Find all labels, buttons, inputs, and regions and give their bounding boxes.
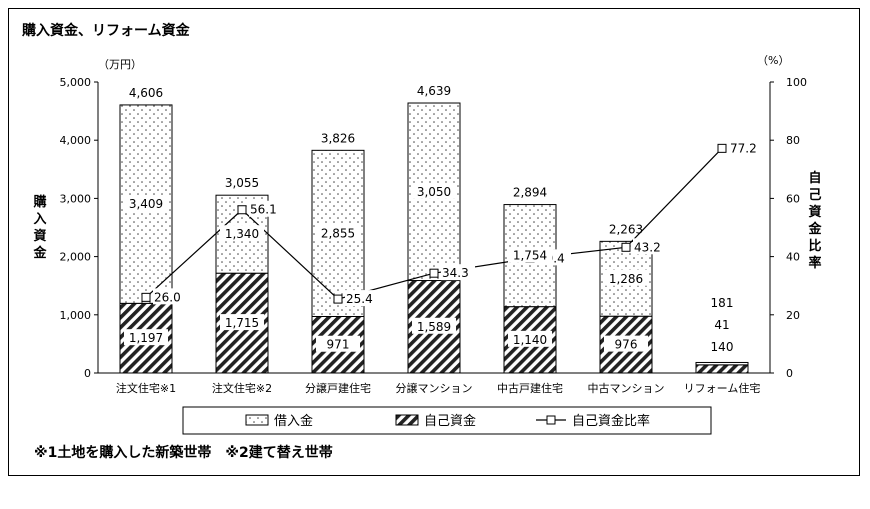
x-tick-label: 注文住宅※1: [116, 381, 176, 395]
ratio-label: 77.2: [730, 141, 757, 155]
bar-own-label-bg: [508, 330, 552, 347]
footnote: ※1土地を購入した新築世帯 ※2建て替え世帯: [34, 445, 333, 461]
x-tick-label: 分譲マンション: [396, 381, 473, 395]
bar-own-funds: [695, 364, 749, 374]
x-tick-label: 中古マンション: [588, 382, 665, 395]
y-left-tick-label: 3,000: [60, 192, 92, 205]
x-tick-label: リフォーム住宅: [684, 381, 761, 395]
ratio-label: 26.0: [154, 290, 181, 304]
bar-total-label: 4,639: [417, 84, 451, 98]
ratio-marker: [717, 143, 727, 153]
bar-loan-label-bg: [124, 195, 168, 212]
ratio-label-bg: [729, 139, 763, 156]
bar-loan-label: 1,754: [513, 249, 547, 263]
bar-loan-label-bg: [220, 225, 264, 242]
bar-total-label: 3,055: [225, 176, 259, 190]
y-left-unit: （万円）: [98, 58, 142, 71]
ratio-label-bg: [153, 288, 187, 305]
bar-own-label: 1,197: [129, 331, 163, 345]
ratio-label-bg: [249, 200, 283, 217]
bar-loan-label: 3,050: [417, 185, 451, 199]
ratio-marker: [429, 268, 439, 278]
bar-loan-label: 41: [714, 318, 729, 332]
bar-own-label: 1,715: [225, 316, 259, 330]
x-tick-label: 中古戸建住宅: [497, 381, 563, 395]
page-title: 購入資金、リフォーム資金: [22, 23, 190, 39]
y-axis-right-title: 自己資金比率: [807, 170, 822, 271]
bar-total-label: 4,606: [129, 86, 163, 100]
bar-own-label: 971: [327, 338, 350, 352]
legend-label-loan: 借入金: [274, 413, 313, 429]
bar-loan: [695, 361, 749, 366]
bar-total-label: 3,826: [321, 131, 355, 145]
y-right-unit: （%）: [757, 54, 789, 67]
y-right-tick-label: 20: [786, 309, 800, 322]
y-left-tick-label: 5,000: [60, 76, 92, 89]
legend-box: [182, 406, 712, 435]
legend-label-own: 自己資金: [424, 413, 476, 429]
y-left-tick-label: 0: [84, 367, 91, 380]
y-right-tick-label: 100: [786, 76, 807, 89]
y-right-tick-label: 80: [786, 134, 800, 147]
y-axis-left-title: 購入資金: [32, 194, 47, 261]
bar-loan-label-bg: [316, 224, 360, 241]
y-right-tick-label: 60: [786, 192, 800, 205]
ratio-marker: [621, 242, 631, 252]
bar-loan-label-bg: [412, 182, 456, 199]
ratio-marker: [333, 294, 343, 304]
y-left-tick-label: 1,000: [60, 309, 92, 322]
bar-own-label: 1,589: [417, 320, 451, 334]
bar-total-label: 181: [711, 296, 734, 310]
bar-own-label-bg: [316, 335, 360, 352]
ratio-marker: [141, 292, 151, 302]
x-tick-label: 分譲戸建住宅: [305, 381, 371, 395]
bar-loan-label-bg: [508, 246, 552, 263]
ratio-label: 25.4: [346, 292, 373, 306]
ratio-marker: [237, 205, 247, 215]
bar-own-label: 976: [615, 338, 638, 352]
y-right-tick-label: 40: [786, 251, 800, 264]
y-left-tick-label: 2,000: [60, 251, 92, 264]
bar-loan-label: 1,340: [225, 227, 259, 241]
legend-swatch-own: [395, 414, 419, 426]
bar-own-label-bg: [604, 335, 648, 352]
bar-loan-label-bg: [604, 269, 648, 286]
ratio-label-bg: [633, 238, 667, 255]
ratio-label: 43.2: [634, 240, 661, 254]
ratio-label-bg: [441, 264, 475, 281]
x-tick-label: 注文住宅※2: [212, 381, 272, 395]
legend-label-ratio: 自己資金比率: [572, 413, 650, 429]
bar-own-label: 1,140: [513, 333, 547, 347]
bar-own-label: 140: [711, 340, 734, 354]
bar-loan-label: 1,286: [609, 272, 643, 286]
bar-own-label-bg: [220, 314, 264, 331]
legend-marker-ratio: [546, 415, 556, 425]
bar-total-label: 2,894: [513, 186, 547, 200]
ratio-label-bg: [345, 290, 379, 307]
ratio-label: 34.3: [442, 266, 469, 280]
bar-total-label: 2,263: [609, 222, 643, 236]
bar-loan-label: 3,409: [129, 197, 163, 211]
bar-loan-label: 2,855: [321, 226, 355, 240]
bar-own-label-bg: [124, 329, 168, 346]
bar-own-label-bg: [412, 317, 456, 334]
legend-swatch-loan: [245, 414, 269, 426]
y-left-tick-label: 4,000: [60, 134, 92, 147]
ratio-label: 56.1: [250, 203, 277, 217]
y-right-tick-label: 0: [786, 367, 793, 380]
